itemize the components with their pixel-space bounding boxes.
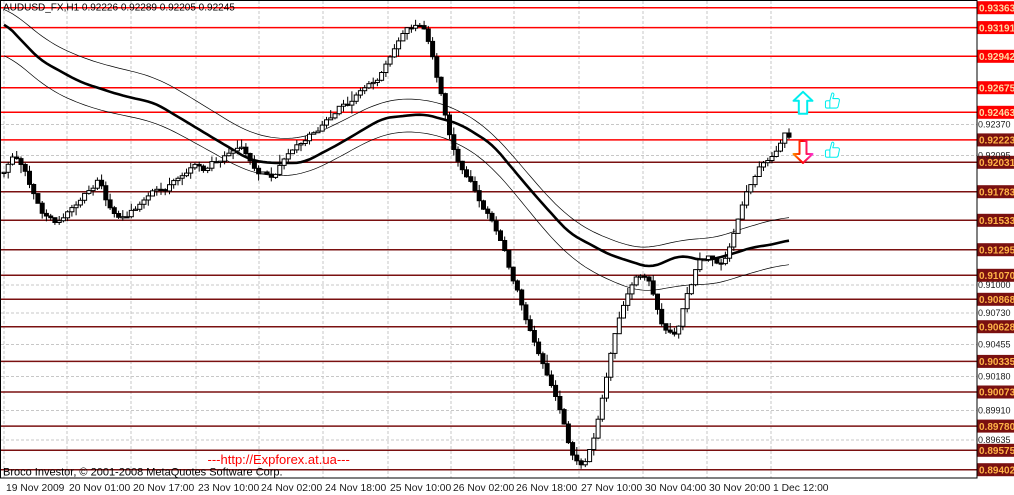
svg-text:24 Nov 02:00: 24 Nov 02:00 <box>261 483 323 494</box>
svg-text:25 Nov 10:00: 25 Nov 10:00 <box>390 483 452 494</box>
svg-text:0.90455: 0.90455 <box>978 340 1011 350</box>
svg-text:0.89635: 0.89635 <box>978 435 1011 445</box>
svg-text:0.89575: 0.89575 <box>979 446 1014 457</box>
svg-text:0.92095: 0.92095 <box>978 151 1011 161</box>
svg-text:0.93363: 0.93363 <box>979 3 1014 14</box>
svg-text:0.91783: 0.91783 <box>979 187 1014 198</box>
svg-text:24 Nov 18:00: 24 Nov 18:00 <box>325 483 387 494</box>
svg-text:23 Nov 10:00: 23 Nov 10:00 <box>198 483 260 494</box>
svg-text:0.92942: 0.92942 <box>979 52 1014 63</box>
svg-text:30 Nov 20:00: 30 Nov 20:00 <box>709 483 771 494</box>
svg-text:0.91000: 0.91000 <box>978 280 1011 290</box>
svg-text:20 Nov 17:00: 20 Nov 17:00 <box>133 483 195 494</box>
svg-text:26 Nov 18:00: 26 Nov 18:00 <box>516 483 578 494</box>
svg-text:0.92463: 0.92463 <box>979 108 1014 119</box>
svg-text:0.90073: 0.90073 <box>979 388 1014 399</box>
svg-text:19 Nov 2009: 19 Nov 2009 <box>6 483 65 494</box>
svg-text:0.92370: 0.92370 <box>978 120 1011 130</box>
svg-text:0.90730: 0.90730 <box>978 308 1011 318</box>
svg-text:0.92675: 0.92675 <box>979 83 1014 94</box>
svg-text:0.90868: 0.90868 <box>979 295 1014 306</box>
svg-text:0.90335: 0.90335 <box>979 357 1014 368</box>
svg-text:27 Nov 10:00: 27 Nov 10:00 <box>581 483 643 494</box>
svg-text:0.89780: 0.89780 <box>979 422 1014 433</box>
svg-text:AUDUSD_FX,H1 0.92226 0.92289: AUDUSD_FX,H1 0.92226 0.92289 0.92205 0.9… <box>3 3 235 14</box>
svg-text:Broco Investor, © 2001-2008 Me: Broco Investor, © 2001-2008 MetaQuotes S… <box>3 467 283 479</box>
svg-text:---http://Expforex.at.ua---: ---http://Expforex.at.ua--- <box>208 452 350 467</box>
svg-text:0.89910: 0.89910 <box>978 406 1011 416</box>
svg-text:0.92223: 0.92223 <box>979 136 1014 147</box>
svg-text:0.91533: 0.91533 <box>979 216 1014 227</box>
svg-text:0.91295: 0.91295 <box>979 245 1014 256</box>
svg-text:20 Nov 01:00: 20 Nov 01:00 <box>69 483 131 494</box>
svg-text:26 Nov 02:00: 26 Nov 02:00 <box>453 483 515 494</box>
svg-text:1 Dec 12:00: 1 Dec 12:00 <box>773 483 829 494</box>
svg-text:30 Nov 04:00: 30 Nov 04:00 <box>645 483 707 494</box>
svg-text:0.90180: 0.90180 <box>978 372 1011 382</box>
svg-text:0.93191: 0.93191 <box>979 23 1014 34</box>
svg-text:0.90628: 0.90628 <box>979 322 1014 333</box>
svg-text:0.89402: 0.89402 <box>979 465 1014 476</box>
